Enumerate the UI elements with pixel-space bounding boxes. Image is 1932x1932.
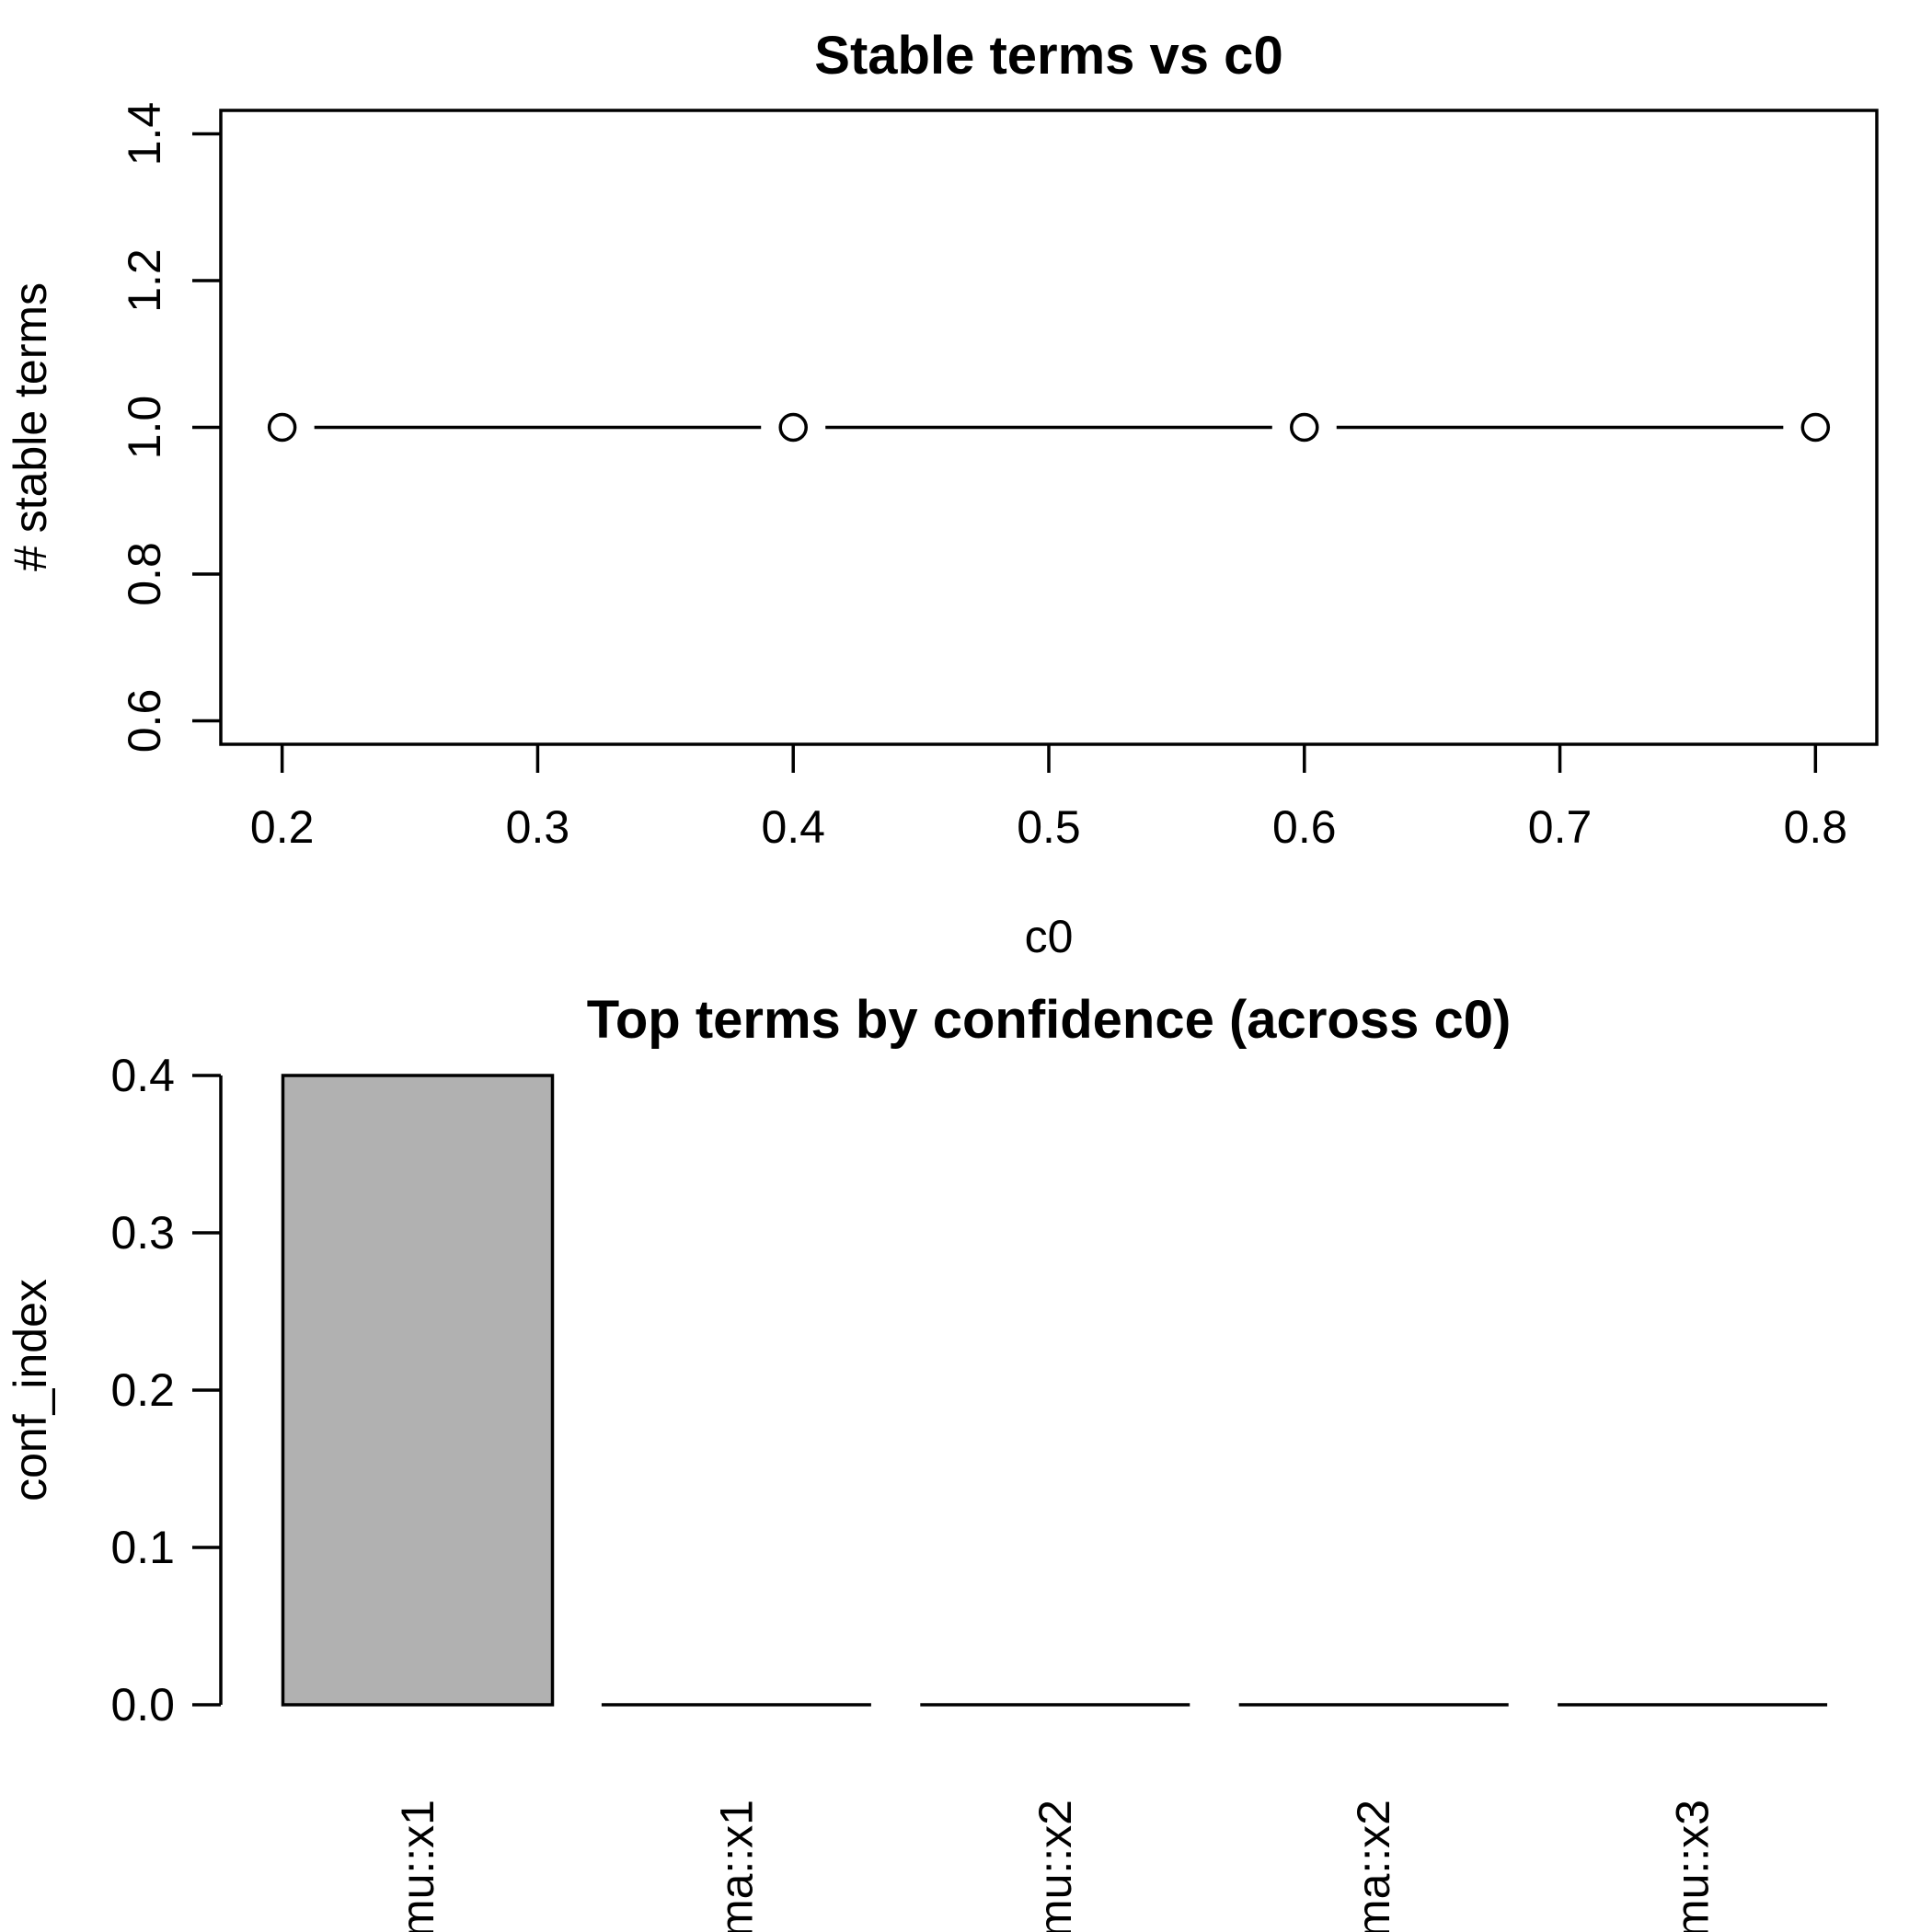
chart2-title: Top terms by confidence (across c0) [587,990,1512,1050]
chart1-y-axis: 0.6 0.8 1.0 1.2 1.4 [119,102,221,753]
data-point-marker [267,412,297,443]
x-axis-tick-label: 0.4 [761,801,825,853]
data-point-marker [778,412,808,443]
chart2-y-axis: 0.0 0.1 0.2 0.3 0.4 [110,1050,223,1731]
y-axis-tick-label: 0.3 [110,1207,175,1259]
chart1-x-axis-label: c0 [1025,911,1074,962]
y-axis-tick-label: 1.2 [119,248,170,313]
bar-category-label: gma::x2 [1348,1800,1399,1932]
chart2-bars [281,1074,1828,1707]
y-axis-tick-label: 0.1 [110,1522,175,1573]
chart1-x-axis: 0.2 0.3 0.4 0.5 0.6 0.7 0.8 [250,744,1847,853]
data-point-marker [1290,412,1319,443]
x-axis-tick-label: 0.5 [1017,801,1081,853]
bar-category-label: mu::x3 [1667,1800,1719,1932]
chart-top-terms: Top terms by confidence (across c0) 0.00… [5,990,1828,1932]
y-axis-tick-label: 1.4 [119,102,170,167]
bar-category-label: mu::x1 [392,1800,443,1932]
bar-category-label: gma::x1 [710,1800,762,1932]
y-axis-tick-label: 0.0 [110,1679,175,1731]
bar [281,1074,555,1707]
y-axis-tick-label: 0.8 [119,542,170,606]
y-axis-tick-label: 0.6 [119,689,170,753]
y-axis-tick-label: 1.0 [119,396,170,460]
x-axis-tick-label: 0.8 [1784,801,1848,853]
chart2-category-labels: mu::x1 gma::x1 mu::x2 gma::x2 mu::x3 [392,1800,1719,1932]
chart1-series [267,412,1831,443]
x-axis-tick-label: 0.7 [1528,801,1593,853]
x-axis-tick-label: 0.3 [506,801,570,853]
chart1-y-axis-label: # stable terms [5,282,56,571]
y-axis-tick-label: 0.4 [110,1050,175,1101]
chart2-y-axis-label: conf_index [5,1279,56,1501]
chart1-title: Stable terms vs c0 [814,26,1282,86]
x-axis-tick-label: 0.6 [1272,801,1337,853]
y-axis-tick-label: 0.2 [110,1364,175,1416]
chart-stable-terms: Stable terms vs c0 0.2 0.3 0.4 0.5 0.6 0.7 0.8… [5,26,1879,962]
bar-category-label: mu::x2 [1029,1800,1081,1932]
data-point-marker [1800,412,1831,443]
x-axis-tick-label: 0.2 [250,801,315,853]
